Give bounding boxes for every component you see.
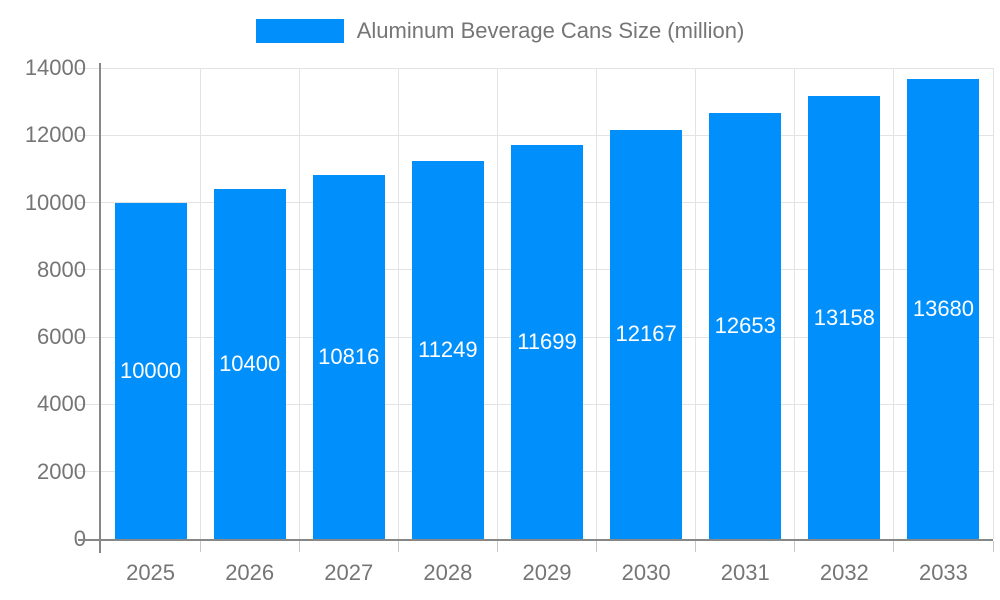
y-axis-label: 4000 (37, 391, 86, 417)
bar-2025[interactable] (114, 202, 187, 539)
bar-value-label: 12653 (714, 313, 776, 339)
y-gridline (78, 134, 993, 136)
bar-value-label: 10400 (219, 351, 281, 377)
y-gridline (78, 67, 993, 69)
y-axis-label: 12000 (24, 122, 86, 148)
bar-value-label: 11249 (418, 336, 478, 362)
category-gridline (397, 68, 399, 539)
bar-2026[interactable] (213, 189, 286, 539)
x-axis-tick (397, 541, 399, 552)
x-axis-label: 2033 (918, 560, 968, 585)
category-gridline (298, 68, 300, 539)
x-axis-tick (893, 541, 895, 552)
x-axis-label: 2031 (720, 560, 770, 585)
bar-2027[interactable] (312, 175, 385, 539)
y-axis-label: 14000 (24, 55, 86, 80)
x-axis-label: 2030 (621, 560, 671, 585)
bar-value-label: 13158 (813, 304, 875, 330)
bar-2032[interactable] (808, 96, 881, 539)
bar-2031[interactable] (709, 113, 782, 539)
bar-value-label: 10816 (318, 344, 380, 370)
bar-value-label: 12167 (615, 321, 677, 347)
x-axis-tick (596, 541, 598, 552)
x-axis-tick (695, 541, 697, 552)
chart-legend[interactable]: Aluminum Beverage Cans Size (million) (0, 18, 1000, 44)
x-axis-tick (992, 541, 994, 552)
x-axis-label: 2028 (423, 560, 473, 585)
legend-swatch-icon (255, 19, 344, 43)
category-gridline (596, 68, 598, 539)
category-gridline (992, 68, 994, 539)
x-axis-line (78, 539, 993, 541)
bar-value-label: 13680 (912, 295, 975, 321)
y-axis-label: 0 (0, 526, 86, 552)
category-gridline (199, 68, 201, 539)
x-axis-label: 2027 (324, 560, 374, 585)
category-gridline (794, 68, 796, 539)
bar-2029[interactable] (511, 145, 583, 539)
x-axis-label: 2029 (522, 560, 572, 585)
category-gridline (893, 68, 895, 539)
bar-value-label: 11699 (517, 329, 577, 355)
bar-value-label: 10000 (119, 357, 182, 383)
x-axis-tick (496, 541, 498, 552)
category-gridline (496, 68, 498, 539)
y-axis-label: 8000 (37, 256, 86, 282)
x-axis-tick (794, 541, 796, 552)
x-axis-label: 2025 (126, 560, 176, 585)
x-axis-tick (298, 541, 300, 552)
x-axis-label: 2032 (819, 560, 869, 585)
category-gridline (695, 68, 697, 539)
bar-2028[interactable] (411, 160, 484, 539)
bar-2033[interactable] (907, 78, 980, 539)
y-axis-line (99, 63, 101, 553)
y-axis-label: 6000 (37, 324, 86, 350)
x-axis-label: 2026 (225, 560, 275, 585)
bar-2030[interactable] (610, 129, 683, 539)
x-axis-tick (199, 541, 201, 552)
legend-label: Aluminum Beverage Cans Size (million) (356, 18, 745, 43)
y-axis-label: 2000 (37, 458, 86, 484)
y-axis-label: 10000 (24, 189, 86, 215)
